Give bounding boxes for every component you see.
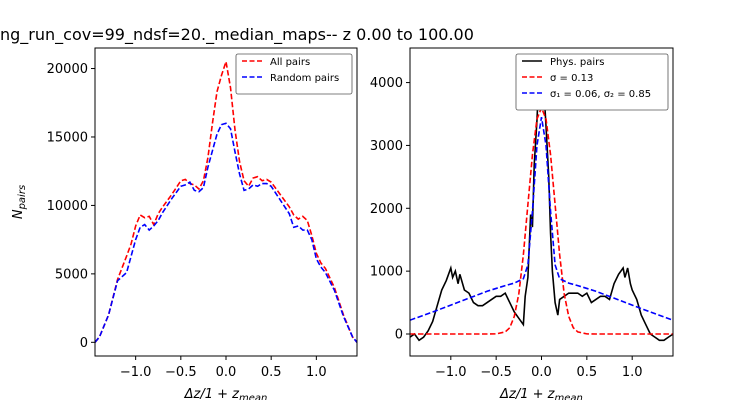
legend-entry: Phys. pairs [550, 57, 604, 68]
x-tick-label: −1.0 [435, 365, 467, 380]
x-tick-label: 1.0 [622, 365, 643, 380]
y-tick-label: 5000 [55, 267, 88, 282]
x-tick-label: 0.5 [261, 365, 282, 380]
y-tick-label: 15000 [47, 130, 88, 145]
x-tick-label: −0.5 [480, 365, 512, 380]
x-axis-label: Δz/1 + zmean [184, 387, 268, 400]
legend-entry: Random pairs [270, 73, 339, 84]
y-tick-label: 4000 [370, 76, 403, 91]
series-line-right-2 [410, 117, 673, 321]
x-tick-label: 0.0 [531, 365, 552, 380]
legend-entry: All pairs [270, 57, 310, 68]
legend-entry: σ = 0.13 [550, 73, 593, 84]
x-axis-label: Δz/1 + zmean [499, 387, 583, 400]
series-line-right-1 [410, 105, 673, 335]
x-tick-label: −0.5 [165, 365, 197, 380]
y-tick-label: 1000 [370, 265, 403, 280]
series-line-left-0 [95, 61, 357, 343]
y-tick-label: 0 [80, 336, 88, 351]
right-panel: −1.0 −0.5 0.0 0.5 1.0 0 1000 2000 3000 4000 Δz/1 +… [370, 47, 674, 400]
left-panel: −1.0 −0.5 0.0 0.5 1.0 0 5000 10000 15000 20000 Δz/… [11, 47, 358, 400]
figure-title: ng_run_cov=99_ndsf=20._median_maps-- z 0… [0, 25, 474, 45]
y-tick-label: 2000 [370, 202, 403, 217]
legend-box [235, 53, 353, 95]
y-axis-label: Npairs [11, 185, 28, 219]
x-tick-label: −1.0 [120, 365, 152, 380]
y-tick-label: 0 [395, 328, 403, 343]
x-tick-label: 1.0 [306, 365, 327, 380]
series-line-left-1 [95, 122, 357, 343]
x-tick-label: 0.0 [216, 365, 237, 380]
legend-entry: σ₁ = 0.06, σ₂ = 0.85 [550, 89, 651, 100]
y-tick-label: 10000 [47, 199, 88, 214]
y-tick-label: 20000 [47, 62, 88, 77]
legend: Phys. pairs σ = 0.13 σ₁ = 0.06, σ₂ = 0.85 [515, 53, 669, 111]
legend-box [515, 53, 669, 111]
x-tick-label: 0.5 [577, 365, 598, 380]
legend: All pairs Random pairs [235, 53, 353, 95]
y-tick-label: 3000 [370, 139, 403, 154]
